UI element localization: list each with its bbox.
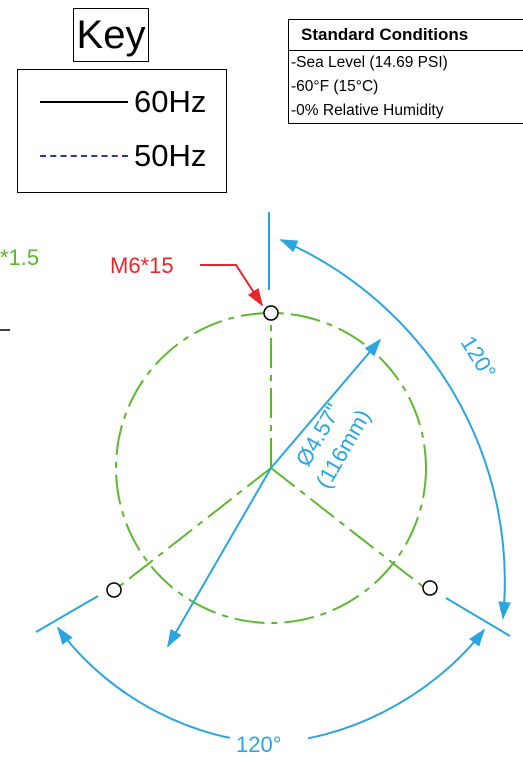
standard-conditions-title: Standard Conditions bbox=[289, 20, 523, 51]
angle-bottom-label: 120° bbox=[236, 732, 282, 757]
partial-green-label: *1.5 bbox=[0, 245, 39, 270]
legend-entry-60hz: 60Hz bbox=[40, 84, 206, 120]
legend-label: 60Hz bbox=[134, 84, 207, 119]
bolt-spec-label: M6*15 bbox=[110, 253, 174, 278]
standard-condition-item: -60°F (15°C) bbox=[291, 78, 379, 95]
legend-entry-50hz: 50Hz bbox=[40, 138, 206, 174]
standard-condition-item: -0% Relative Humidity bbox=[291, 102, 444, 119]
standard-condition-item: -Sea Level (14.69 PSI) bbox=[291, 54, 448, 71]
standard-conditions-table: Standard Conditions -Sea Level (14.69 PS… bbox=[288, 19, 523, 124]
angle-arc-right bbox=[279, 239, 511, 620]
bolt-hole-top bbox=[263, 305, 279, 321]
center-line-bottom-left bbox=[115, 467, 272, 590]
bolt-hole-bottom-right bbox=[422, 580, 438, 596]
extension-line-right bbox=[445, 597, 511, 637]
key-title: Key bbox=[73, 8, 149, 62]
angle-label-mask bbox=[230, 728, 308, 758]
legend-swatch-dashed bbox=[40, 155, 128, 157]
legend-swatch-solid bbox=[40, 101, 128, 103]
angle-arc-bottom bbox=[56, 626, 486, 744]
diameter-dimension-lower bbox=[167, 467, 272, 648]
bolt-leader-line bbox=[200, 264, 263, 307]
bolt-hole-bottom-left bbox=[106, 582, 122, 598]
legend-label: 50Hz bbox=[134, 138, 207, 173]
angle-label-mask bbox=[448, 328, 500, 382]
center-line-bottom-right bbox=[270, 467, 427, 590]
key-legend: 60Hz 50Hz bbox=[17, 69, 227, 193]
extension-line-left bbox=[35, 595, 99, 633]
